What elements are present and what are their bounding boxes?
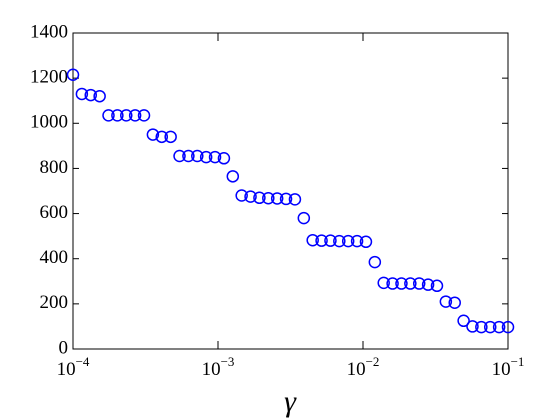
point [483, 320, 497, 334]
point [439, 295, 453, 308]
point [199, 150, 213, 164]
point [182, 149, 195, 163]
point [297, 211, 311, 225]
point [492, 320, 506, 334]
point [430, 279, 444, 293]
x-tick-base: 10 [347, 359, 366, 380]
point [412, 277, 426, 290]
point [404, 277, 417, 290]
x-tick-label: 10−1 [492, 354, 525, 380]
point [253, 191, 266, 205]
point [244, 190, 257, 203]
y-tick-label: 200 [40, 292, 69, 313]
point [235, 189, 248, 202]
x-tick-exponent: −3 [221, 354, 235, 369]
point [341, 234, 355, 248]
point [84, 88, 98, 102]
plot-frame [72, 32, 509, 350]
point [288, 193, 302, 206]
point [146, 128, 160, 141]
point [475, 320, 488, 334]
point [120, 109, 133, 122]
point [324, 234, 337, 247]
point [155, 130, 169, 144]
point [137, 109, 151, 122]
point [208, 150, 222, 164]
x-tick-base: 10 [57, 359, 76, 380]
point [501, 320, 515, 334]
point [333, 234, 346, 248]
point [448, 296, 461, 309]
y-tick-label: 400 [40, 247, 69, 268]
y-tick-label: 0 [59, 337, 69, 358]
y-tick-label: 1400 [30, 21, 68, 42]
point [315, 234, 328, 247]
point [457, 314, 470, 328]
point [93, 89, 106, 103]
point [111, 109, 124, 122]
x-tick-label: 10−3 [202, 354, 235, 380]
point [279, 192, 293, 206]
point [191, 149, 204, 163]
point [102, 109, 115, 122]
point [226, 170, 240, 183]
y-tick-label: 1000 [30, 112, 68, 133]
x-tick-exponent: −1 [511, 354, 525, 369]
point [128, 109, 142, 122]
point [75, 87, 89, 101]
point [270, 192, 284, 205]
point [262, 191, 275, 205]
point [359, 235, 373, 249]
point [350, 234, 364, 248]
point [164, 130, 177, 144]
x-tick-base: 10 [202, 359, 221, 380]
point [466, 320, 479, 333]
x-axis-label: γ [284, 385, 297, 418]
point [306, 233, 319, 247]
point [395, 277, 408, 290]
x-tick-label: 10−2 [347, 354, 380, 380]
y-tick-label: 800 [40, 157, 69, 178]
x-tick-label: 10−4 [57, 354, 90, 380]
y-tick-label: 1200 [30, 67, 68, 88]
point [368, 255, 382, 269]
x-tick-base: 10 [492, 359, 511, 380]
point [173, 149, 186, 163]
point [386, 277, 399, 290]
point [66, 68, 80, 82]
y-tick-label: 600 [40, 202, 69, 223]
x-tick-exponent: −4 [76, 354, 90, 369]
point [217, 152, 231, 165]
x-tick-exponent: −2 [366, 354, 380, 369]
point [377, 276, 390, 290]
point [421, 278, 435, 291]
